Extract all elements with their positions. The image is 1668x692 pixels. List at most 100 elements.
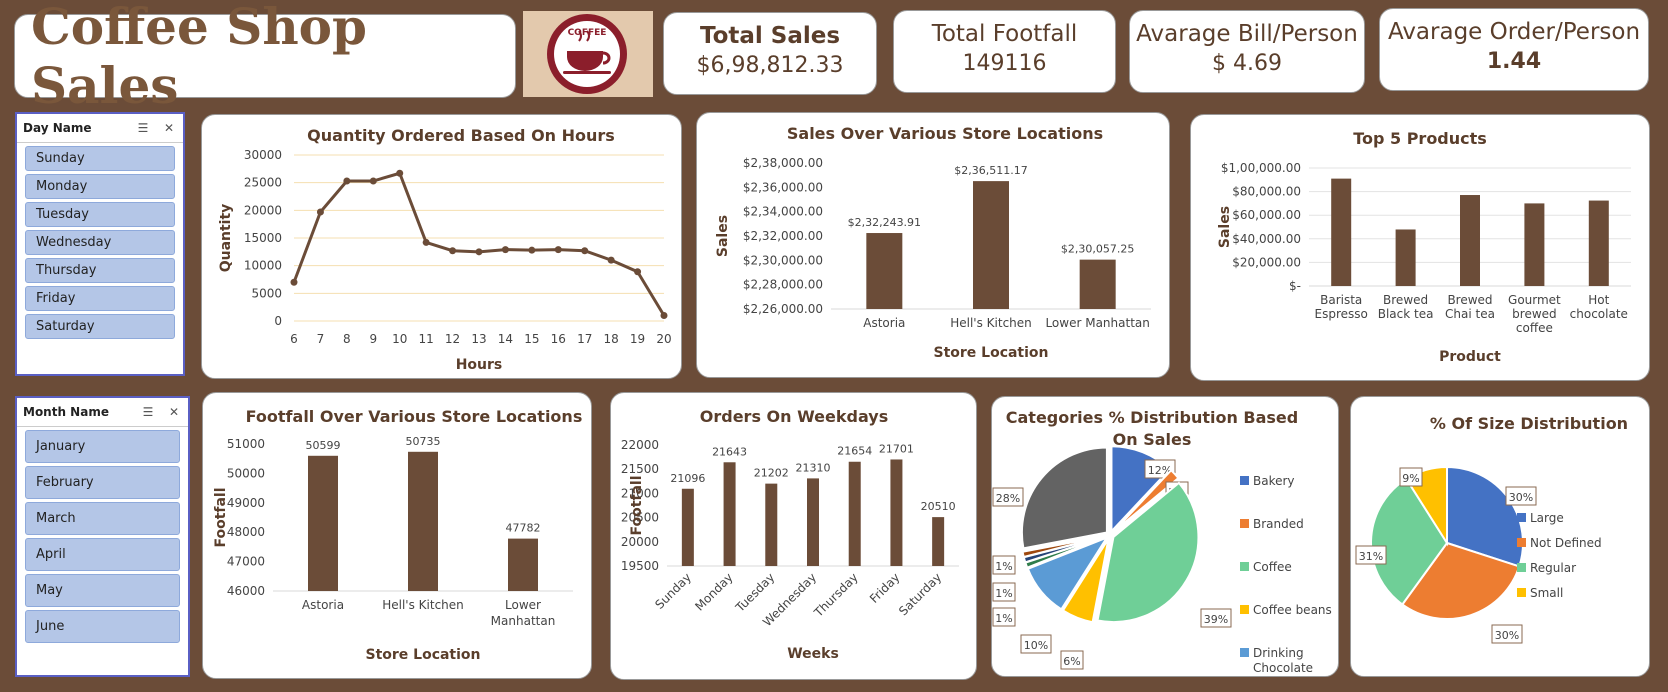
y-axis-title: Footfall <box>213 487 229 547</box>
data-point <box>475 248 483 256</box>
data-label: 21310 <box>796 461 831 474</box>
multi-select-icon[interactable]: ☰ <box>137 121 149 135</box>
slicer-item-tuesday[interactable]: Tuesday <box>25 202 175 227</box>
y-tick-label: $2,26,000.00 <box>743 302 823 316</box>
kpi-value: $ 4.69 <box>1212 51 1282 76</box>
slicer-header: Day Name ☰ ✕ <box>17 114 183 143</box>
slicer-item-friday[interactable]: Friday <box>25 286 175 311</box>
series-line <box>292 171 666 317</box>
y-tick-label: 19500 <box>621 559 659 573</box>
slicer-item-sunday[interactable]: Sunday <box>25 146 175 171</box>
x-tick-label: 15 <box>524 332 539 346</box>
bar <box>1588 200 1609 286</box>
x-tick-label: Hell's Kitchen <box>950 316 1032 330</box>
bar <box>681 488 694 566</box>
x-tick-label: 17 <box>577 332 592 346</box>
slicer-item-february[interactable]: February <box>25 466 180 499</box>
x-tick-label: Friday <box>867 570 903 606</box>
slicer-item-april[interactable]: April <box>25 538 180 571</box>
y-tick-label: 46000 <box>227 584 265 598</box>
kpi-label: Avarage Order/Person <box>1387 19 1641 45</box>
chart-title: Orders On Weekdays <box>700 407 888 426</box>
y-tick-label: $- <box>1289 279 1301 293</box>
chart-title: Sales Over Various Store Locations <box>787 124 1103 143</box>
bar <box>1079 259 1116 309</box>
bar <box>932 517 945 566</box>
slicer-item-january[interactable]: January <box>25 430 180 463</box>
store-sales-bar-chart: Sales Over Various Store Locations $2,26,… <box>715 124 1151 361</box>
y-tick-label: 10000 <box>244 259 282 273</box>
data-point <box>449 247 457 255</box>
size-pie-chart: % Of Size Distribution 30% 30% 31% 9% Large No… <box>1355 414 1628 644</box>
legend-label: Coffee <box>1253 560 1292 574</box>
bar <box>308 455 338 591</box>
data-label: 21643 <box>712 445 747 458</box>
pie-slice <box>1370 477 1449 606</box>
bar <box>723 462 736 566</box>
legend-swatch <box>1240 476 1249 485</box>
bar <box>890 459 903 566</box>
bar <box>848 461 861 566</box>
data-label: 9% <box>1402 472 1419 485</box>
x-tick-label: Sunday <box>652 570 694 612</box>
data-label: 47782 <box>506 522 541 535</box>
pie-slice <box>1061 538 1110 624</box>
y-tick-label: $80,000.00 <box>1232 185 1301 199</box>
x-tick-label: 9 <box>369 332 377 346</box>
data-label-box <box>992 555 1016 575</box>
data-label: 50599 <box>306 439 341 452</box>
y-tick-label: 48000 <box>227 525 265 539</box>
x-tick-label: Hot chocolate <box>1570 293 1628 321</box>
slicer-item-saturday[interactable]: Saturday <box>25 314 175 339</box>
clear-filter-icon[interactable]: ✕ <box>163 121 175 135</box>
kpi-value: 149116 <box>962 51 1047 76</box>
x-tick-label: 11 <box>419 332 434 346</box>
legend-label: Not Defined <box>1530 536 1602 550</box>
bar <box>408 451 438 591</box>
x-tick-label: Astoria <box>302 598 344 612</box>
dashboard-title: Coffee Shop Sales <box>31 0 367 115</box>
kpi-avg-bill: Avarage Bill/Person $ 4.69 <box>1129 10 1365 93</box>
slicer-item-monday[interactable]: Monday <box>25 174 175 199</box>
top5-chart-card: Top 5 Products $- $20,000.00 $40,000.00 $60,… <box>1190 114 1650 381</box>
kpi-value: $6,98,812.33 <box>696 53 844 78</box>
data-label-box <box>992 607 1016 627</box>
bar <box>866 233 903 309</box>
x-tick-label: Astoria <box>863 316 905 330</box>
slicer-item-thursday[interactable]: Thursday <box>25 258 175 283</box>
data-label: 1% <box>995 587 1012 600</box>
slicer-item-march[interactable]: March <box>25 502 180 535</box>
x-tick-label: 19 <box>630 332 645 346</box>
clear-filter-icon[interactable]: ✕ <box>168 405 180 419</box>
data-label-box <box>1399 467 1423 487</box>
x-tick-label: Saturday <box>896 570 944 618</box>
x-tick-label: Barista Espresso <box>1315 293 1368 321</box>
slicer-item-june[interactable]: June <box>25 610 180 643</box>
data-label: 12% <box>1148 464 1172 477</box>
slicer-item-wednesday[interactable]: Wednesday <box>25 230 175 255</box>
weekdays-bar-chart: Orders On Weekdays 19500 20000 20500 21000 21… <box>621 407 959 662</box>
y-tick-label: $60,000.00 <box>1232 208 1301 222</box>
chart-title: Categories % Distribution Based On Sales <box>1006 408 1298 449</box>
data-label: 30% <box>1495 629 1519 642</box>
data-label: 30% <box>1509 491 1533 504</box>
legend-swatch <box>1240 562 1249 571</box>
legend-swatch <box>1240 648 1249 657</box>
legend-swatch <box>1517 563 1526 572</box>
x-axis-title: Store Location <box>933 345 1048 361</box>
data-label-box <box>1200 608 1232 628</box>
legend-label: Bakery <box>1253 474 1295 488</box>
legend-swatch <box>1517 588 1526 597</box>
legend-label: Branded <box>1253 517 1304 531</box>
pie-slice <box>1112 468 1180 534</box>
data-label: 21096 <box>670 472 705 485</box>
size-chart-card: % Of Size Distribution 30% 30% 31% 9% Large No… <box>1350 396 1650 677</box>
x-tick-label: 16 <box>551 332 566 346</box>
pie-slice <box>1400 541 1521 620</box>
kpi-total-footfall: Total Footfall 149116 <box>893 10 1116 93</box>
slicer-title: Month Name <box>23 405 109 419</box>
x-axis-title: Store Location <box>365 647 480 663</box>
multi-select-icon[interactable]: ☰ <box>142 405 154 419</box>
slicer-item-may[interactable]: May <box>25 574 180 607</box>
kpi-label: Total Sales <box>699 23 841 49</box>
